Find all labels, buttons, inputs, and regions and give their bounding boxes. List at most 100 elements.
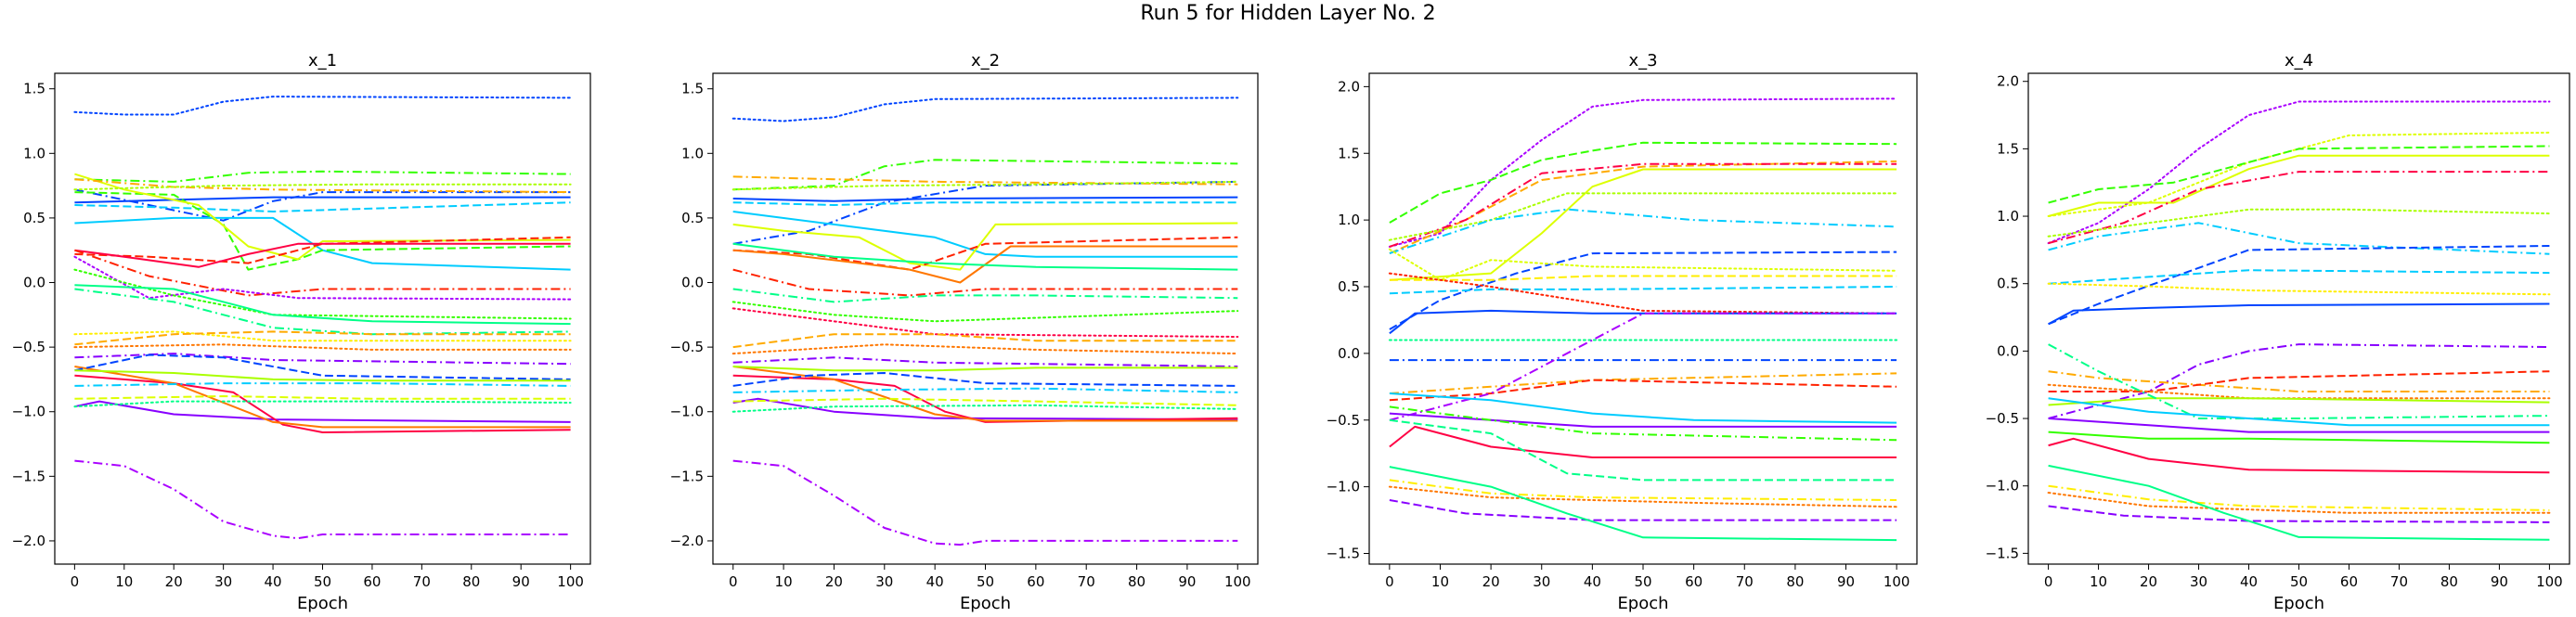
series-line-26 [74,353,571,380]
x-tick-label: 40 [926,573,944,590]
y-tick-label: −2.0 [12,533,45,549]
series-line-16 [732,268,1238,297]
series-line-22 [2048,484,2550,511]
y-tick-label: 1.5 [1338,145,1360,161]
x-tick-label: 50 [314,573,331,590]
series-group [731,96,1239,546]
y-tick-label: 2.0 [1997,73,2019,90]
y-tick-label: 0.0 [23,275,45,291]
x-tick-label: 0 [71,573,80,590]
series-line-22 [73,330,572,342]
y-tick-label: −1.5 [670,468,704,484]
series-line-4 [2048,154,2550,217]
series-line-8 [74,216,571,271]
x-tick-label: 100 [1224,573,1251,590]
series-line-9 [1388,248,1898,281]
series-line-2 [1389,141,1897,224]
subplot-x_2: 0 10 20 30 40 50 60 70 80 90 100 −2.0 −1.5 −1.0 −0.5 0.… [670,51,1259,613]
series-line-8 [1389,251,1897,330]
x-tick-label: 70 [1736,573,1754,590]
series-line-12 [1388,272,1898,315]
series-line-28 [74,382,571,387]
series-line-25 [1388,485,1898,508]
x-tick-label: 30 [2190,573,2207,590]
series-line-9 [732,201,1238,206]
series-line-11 [732,222,1238,271]
series-line-4 [1389,162,1897,248]
series-line-13 [74,178,571,194]
series-line-10 [732,159,1238,191]
series-line-11 [1389,286,1897,295]
series-line-5 [74,366,571,429]
x-tick-label: 60 [363,573,381,590]
y-tick-label: 0.5 [23,210,45,226]
y-tick-label: 1.5 [1997,140,2019,157]
series-line-24 [1389,479,1897,501]
x-tick-label: 80 [462,573,480,590]
series-line-26 [1389,499,1897,521]
series-line-9 [74,201,571,212]
series-line-17 [74,249,571,297]
x-tick-label: 60 [1685,573,1702,590]
x-tick-label: 60 [2340,573,2358,590]
series-line-19 [731,301,1239,323]
series-line-23 [74,330,571,346]
series-line-25 [732,366,1238,372]
x-tick-label: 30 [875,573,893,590]
series-line-11 [74,191,571,271]
x-tick-label: 40 [1584,573,1601,590]
series-line-12 [2048,343,2550,419]
series-line-20 [731,307,1239,338]
x-tick-label: 100 [2536,573,2563,590]
series-line-9 [2048,269,2550,285]
series-line-12 [74,173,571,261]
y-tick-label: 1.0 [23,145,45,161]
series-line-7 [74,188,571,222]
series-line-28 [731,404,1239,413]
x-tick-label: 20 [825,573,843,590]
series-line-16 [2048,397,2550,406]
series-line-11 [2048,302,2550,326]
y-tick-label: −0.5 [1986,410,2019,427]
series-line-1 [73,96,572,116]
series-line-30 [73,400,572,408]
series-line-24 [2048,505,2550,523]
series-line-27 [74,369,571,382]
series-line-26 [732,387,1238,393]
x-tick-label: 30 [214,573,232,590]
x-tick-label: 80 [2440,573,2458,590]
x-tick-label: 20 [1482,573,1500,590]
series-line-21 [1389,405,1897,442]
axes-frame [2027,72,2570,565]
subplot-title: x_3 [1628,51,1657,71]
x-tick-label: 90 [1837,573,1855,590]
series-line-15 [732,245,1238,284]
series-line-1 [2047,100,2551,245]
series-line-16 [1389,372,1897,394]
x-tick-label: 70 [413,573,431,590]
axes-frame [712,72,1259,565]
x-tick-label: 50 [2290,573,2308,590]
series-line-20 [74,284,571,326]
series-group [2047,100,2551,541]
series-line-4 [74,374,571,433]
series-line-2 [732,459,1238,546]
series-line-23 [732,356,1238,367]
x-tick-label: 90 [512,573,530,590]
series-line-7 [1389,208,1897,255]
series-line-20 [1389,412,1897,428]
series-line-18 [1389,312,1897,421]
series-line-23 [1389,418,1897,482]
y-tick-label: 0.0 [1997,342,2019,359]
x-tick-label: 0 [729,573,738,590]
series-line-15 [2047,383,2551,400]
y-tick-label: 2.0 [1338,78,1360,95]
series-line-24 [732,372,1238,387]
x-tick-label: 40 [265,573,282,590]
y-tick-label: −1.0 [1327,479,1360,495]
x-tick-label: 10 [2090,573,2107,590]
x-tick-label: 80 [1786,573,1804,590]
x-tick-label: 0 [2044,573,2053,590]
series-line-10 [2047,282,2551,296]
